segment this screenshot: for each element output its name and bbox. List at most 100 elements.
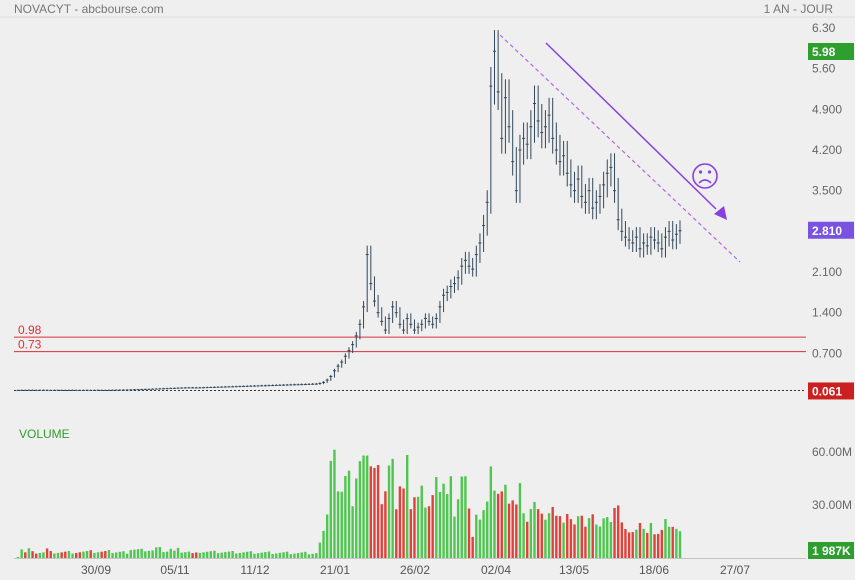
volume-bar (96, 552, 100, 558)
volume-bar (231, 550, 234, 558)
volume-bar (325, 514, 329, 558)
chart-title: NOVACYT - abcbourse.com (14, 2, 164, 16)
volume-bar (318, 542, 322, 558)
volume-bar (646, 532, 649, 558)
volume-bar (409, 509, 413, 558)
volume-bar (89, 550, 92, 558)
support-label: 0.73 (18, 338, 42, 352)
volume-bar (115, 552, 118, 558)
volume-bar (478, 519, 482, 558)
volume-bar (475, 514, 478, 558)
badge-volume: 1 987K (812, 544, 851, 558)
volume-bar (31, 551, 34, 558)
volume-bar (340, 491, 343, 558)
volume-bar (507, 503, 511, 558)
volume-bar (624, 529, 627, 558)
badge-last: 2.810 (812, 224, 842, 238)
badge-low-bg (808, 382, 854, 400)
volume-bar (420, 485, 423, 558)
volume-bar (165, 551, 169, 558)
face-eye-left (698, 170, 703, 174)
volume-bar (53, 553, 56, 558)
volume-bar (213, 550, 216, 558)
date-tick-label: 05/11 (160, 563, 189, 577)
volume-bar (384, 491, 387, 558)
volume-bar (111, 552, 114, 558)
date-tick-label: 18/06 (639, 563, 669, 577)
volume-bar (82, 551, 85, 558)
volume-bar (627, 532, 631, 558)
volume-bar (467, 508, 471, 558)
volume-bar (347, 470, 351, 558)
volume-bar (242, 552, 245, 558)
date-tick-label: 30/09 (81, 563, 111, 577)
volume-bar (442, 483, 445, 558)
volume-bar (613, 507, 616, 558)
volume-bar (540, 513, 543, 558)
date-tick-label: 27/07 (720, 563, 750, 577)
volume-bar (369, 466, 373, 558)
price-tick-label: 3.500 (812, 184, 842, 198)
volume-bar (147, 550, 151, 558)
volume-bar (438, 491, 442, 558)
volume-bar (198, 552, 202, 558)
volume-bar (427, 506, 431, 558)
price-tick-label: 4.200 (812, 143, 842, 157)
volume-bar (602, 518, 605, 558)
volume-bar (547, 513, 551, 558)
volume-bar (471, 536, 474, 558)
volume-bar (591, 514, 594, 558)
volume-bar (638, 522, 642, 558)
trend-arrow-head (714, 206, 727, 220)
volume-bar (38, 552, 42, 558)
volume-bar (278, 552, 282, 558)
volume-bar (260, 552, 263, 558)
volume-bar (504, 484, 507, 558)
volume-bar (107, 549, 111, 558)
volume-bar (573, 524, 576, 558)
volume-bar (616, 505, 620, 558)
volume-bar (282, 552, 285, 558)
volume-bar (224, 552, 227, 558)
volume-bar (544, 519, 547, 558)
volume-bar (493, 490, 496, 558)
date-tick-label: 13/05 (559, 563, 589, 577)
period-selector[interactable]: 1 AN - JOUR (763, 2, 833, 16)
volume-bar (78, 552, 82, 558)
volume-bar (344, 475, 347, 558)
volume-bar (100, 551, 103, 558)
volume-bar (562, 522, 565, 558)
volume-bar (464, 476, 467, 558)
volume-bar (329, 460, 333, 558)
volume-bar (555, 515, 558, 558)
badge-high-bg (808, 43, 854, 60)
volume-bar (253, 553, 256, 558)
volume-bar (27, 548, 31, 558)
volume-bar (333, 449, 336, 558)
badge-last-bg (808, 221, 854, 239)
volume-bar (304, 551, 307, 558)
volume-bar (358, 461, 362, 558)
volume-bar (351, 506, 354, 558)
badge-low: 0.061 (812, 384, 842, 398)
volume-bar (598, 526, 602, 558)
volume-bar (67, 550, 71, 558)
volume-bar (609, 521, 613, 558)
volume-bar (238, 552, 242, 558)
volume-bar (416, 496, 420, 558)
volume-bar (169, 548, 172, 558)
volume-bar (482, 510, 485, 558)
price-tick-label: 2.100 (812, 265, 842, 279)
volume-bar (45, 548, 49, 558)
volume-bar (216, 553, 220, 558)
volume-bar (667, 526, 671, 558)
volume-tick-label: 30.00M (812, 498, 852, 512)
volume-bar (536, 509, 540, 558)
frown-face-icon (692, 163, 718, 189)
volume-bar (413, 497, 416, 558)
volume-bar (322, 530, 325, 558)
volume-bar (671, 526, 674, 558)
volume-bar (584, 526, 587, 558)
volume-bar (245, 551, 249, 558)
